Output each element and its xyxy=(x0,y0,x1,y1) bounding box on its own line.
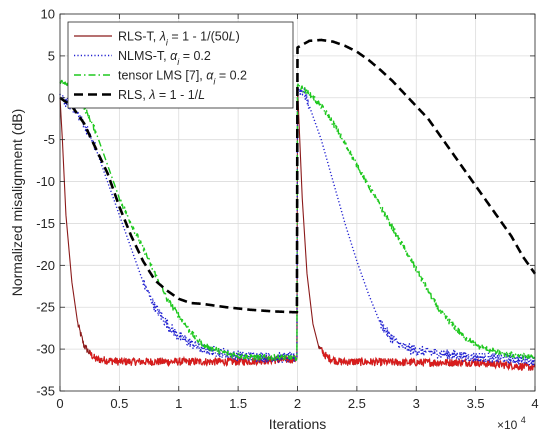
y-tick-label: 0 xyxy=(48,90,55,105)
legend-label-1: RLS-T, λi = 1 - 1/(50L) xyxy=(118,30,240,48)
y-tick-label: -5 xyxy=(43,132,55,147)
y-tick-label: 5 xyxy=(48,48,55,63)
legend-label-part: = 0.2 xyxy=(215,69,247,83)
series-line-1-steady xyxy=(89,350,297,368)
x-tick-label: 1 xyxy=(175,396,182,411)
series-line-1-steady xyxy=(321,347,536,372)
legend-label-part: i xyxy=(166,38,169,48)
x-tick-label: 2 xyxy=(294,396,301,411)
x-tick-label: 0.5 xyxy=(110,396,128,411)
plot-series xyxy=(59,38,537,372)
legend-label-part: i xyxy=(177,57,180,67)
x-tick-label: 1.5 xyxy=(229,396,247,411)
legend-label-part: α xyxy=(170,49,178,63)
legend-label-4: RLS, λ = 1 - 1/L xyxy=(118,88,205,102)
y-tick-label: -10 xyxy=(36,174,55,189)
x-axis-multiplier-exponent: 4 xyxy=(521,415,526,425)
legend-label-part: λ xyxy=(148,88,155,102)
legend-label-part: ) xyxy=(236,30,240,44)
legend-label-part: = 0.2 xyxy=(179,49,211,63)
legend: RLS-T, λi = 1 - 1/(50L)NLMS-T, αi = 0.2t… xyxy=(67,21,294,109)
y-tick-label: -25 xyxy=(36,300,55,315)
legend-label-2: NLMS-T, αi = 0.2 xyxy=(118,49,211,67)
x-axis-multiplier-base: ×10 xyxy=(497,418,518,432)
legend-label-part: α xyxy=(206,69,214,83)
legend-label-part: tensor LMS [7], xyxy=(118,69,206,83)
legend-label-part: NLMS-T, xyxy=(118,49,170,63)
legend-label-part: RLS, xyxy=(118,88,149,102)
axis-ticks: 0 0.5 1 1.5 2 2.5 3 3.5 4 10 5 0 -5 -10 -15 -20 -25 -30 -3… xyxy=(36,7,538,412)
y-tick-label: -35 xyxy=(36,384,55,399)
x-axis-label: Iterations xyxy=(269,416,327,432)
x-tick-label: 4 xyxy=(531,396,538,411)
legend-label-part: i xyxy=(213,77,216,87)
legend-label-3: tensor LMS [7], αi = 0.2 xyxy=(118,69,247,87)
legend-label-part: L xyxy=(229,30,236,44)
y-tick-label: -15 xyxy=(36,216,55,231)
y-tick-label: -20 xyxy=(36,258,55,273)
x-tick-label: 3 xyxy=(413,396,420,411)
series-line-3 xyxy=(59,79,536,362)
y-axis-label: Normalized misalignment (dB) xyxy=(9,109,25,297)
legend-label-part: RLS-T, xyxy=(118,30,160,44)
x-tick-label: 2.5 xyxy=(348,396,366,411)
y-tick-label: -30 xyxy=(36,342,55,357)
series-line-4 xyxy=(59,38,537,314)
legend-label-part: = 1 - 1/ xyxy=(155,88,198,102)
x-tick-label: 0 xyxy=(56,396,63,411)
legend-label-part: L xyxy=(198,88,205,102)
x-tick-label: 3.5 xyxy=(467,396,485,411)
y-tick-label: 10 xyxy=(41,7,55,22)
legend-label-part: = 1 - 1/(50 xyxy=(168,30,229,44)
legend-label-part: λ xyxy=(159,30,166,44)
x-axis-multiplier: ×10 4 xyxy=(497,415,526,432)
